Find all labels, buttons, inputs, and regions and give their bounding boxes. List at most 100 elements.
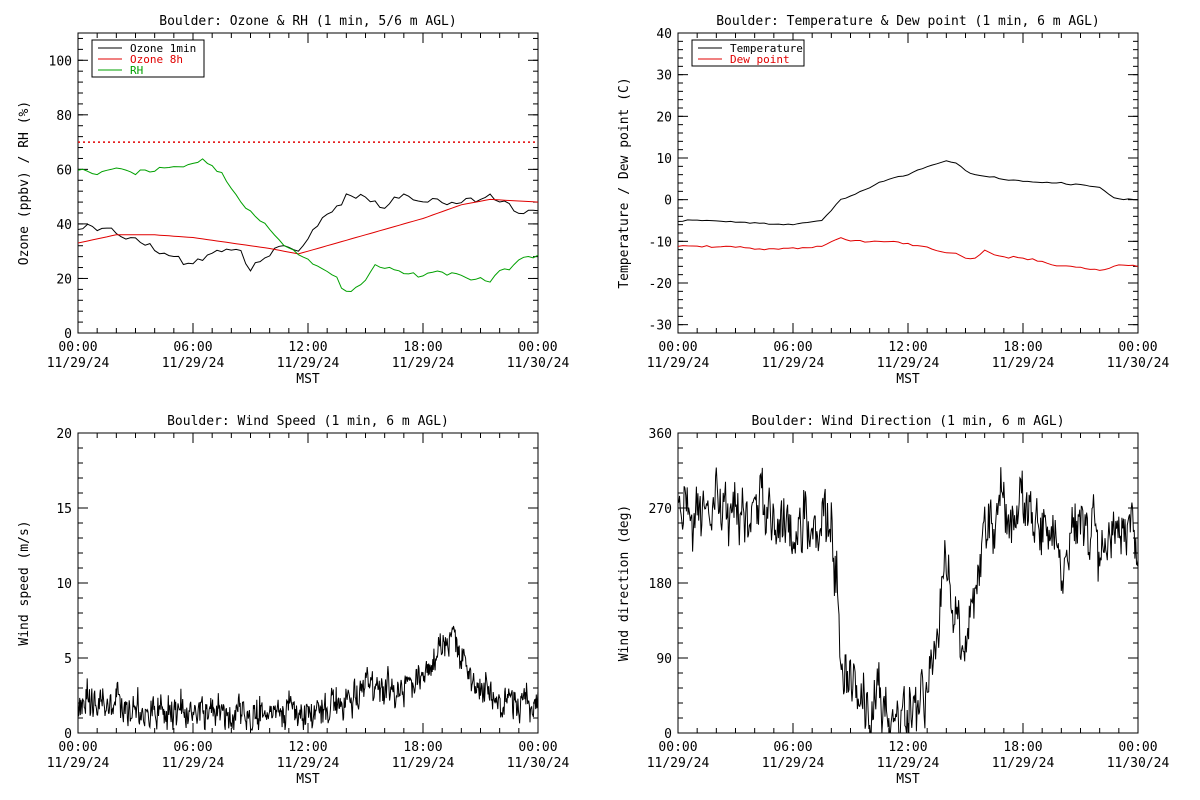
x-tick-time-label: 12:00 bbox=[888, 340, 927, 355]
x-tick-date-label: 11/29/24 bbox=[877, 356, 940, 371]
x-axis-label: MST bbox=[896, 372, 920, 387]
x-tick-time-label: 06:00 bbox=[173, 340, 212, 355]
y-axis-label: Wind speed (m/s) bbox=[17, 520, 32, 645]
legend-entry: Dew point bbox=[730, 53, 790, 66]
x-tick-date-label: 11/29/24 bbox=[47, 356, 110, 371]
y-tick-label: 10 bbox=[656, 152, 672, 167]
y-tick-label: 60 bbox=[56, 163, 72, 178]
plot-frame bbox=[677, 432, 1139, 734]
y-axis-label: Temperature / Dew point (C) bbox=[617, 77, 632, 288]
y-tick-label: 0 bbox=[664, 194, 672, 209]
chart-title: Boulder: Wind Speed (1 min, 6 m AGL) bbox=[167, 414, 449, 429]
y-tick-label: -30 bbox=[649, 319, 672, 334]
x-tick-date-label: 11/29/24 bbox=[647, 356, 710, 371]
x-tick-time-label: 06:00 bbox=[173, 740, 212, 755]
y-tick-label: 20 bbox=[656, 110, 672, 125]
x-tick-time-label: 00:00 bbox=[518, 340, 557, 355]
y-tick-label: 180 bbox=[649, 577, 672, 592]
x-tick-time-label: 00:00 bbox=[658, 340, 697, 355]
legend-entry: Temperature bbox=[730, 42, 803, 55]
x-tick-time-label: 12:00 bbox=[288, 340, 327, 355]
x-tick-time-label: 00:00 bbox=[1118, 740, 1157, 755]
x-tick-time-label: 18:00 bbox=[403, 340, 442, 355]
chart-title: Boulder: Ozone & RH (1 min, 5/6 m AGL) bbox=[159, 14, 456, 29]
x-tick-date-label: 11/29/24 bbox=[762, 756, 825, 771]
x-tick-date-label: 11/29/24 bbox=[647, 756, 710, 771]
x-tick-date-label: 11/30/24 bbox=[1107, 356, 1170, 371]
legend-entry: Ozone 1min bbox=[130, 42, 196, 55]
y-tick-label: 80 bbox=[56, 109, 72, 124]
x-tick-date-label: 11/29/24 bbox=[277, 756, 340, 771]
series-line-ozone-8h bbox=[78, 198, 538, 255]
y-tick-label: 40 bbox=[56, 218, 72, 233]
x-tick-time-label: 06:00 bbox=[773, 740, 812, 755]
x-tick-date-label: 11/29/24 bbox=[877, 756, 940, 771]
x-axis-label: MST bbox=[296, 372, 320, 387]
x-tick-date-label: 11/29/24 bbox=[162, 756, 225, 771]
y-tick-label: 10 bbox=[56, 577, 72, 592]
y-tick-label: 5 bbox=[64, 652, 72, 667]
series-line-ozone-1min bbox=[78, 193, 538, 272]
x-tick-date-label: 11/29/24 bbox=[392, 356, 455, 371]
x-tick-date-label: 11/30/24 bbox=[507, 756, 570, 771]
y-tick-label: 30 bbox=[656, 69, 672, 84]
y-tick-label: 40 bbox=[656, 27, 672, 42]
y-tick-label: 0 bbox=[664, 727, 672, 742]
x-tick-date-label: 11/29/24 bbox=[47, 756, 110, 771]
y-tick-label: 20 bbox=[56, 427, 72, 442]
x-axis-label: MST bbox=[896, 772, 920, 787]
x-tick-time-label: 00:00 bbox=[1118, 340, 1157, 355]
y-tick-label: 0 bbox=[64, 327, 72, 342]
chart-panel-4: Boulder: Wind Direction (1 min, 6 m AGL)… bbox=[617, 414, 1169, 787]
y-tick-label: 270 bbox=[649, 502, 672, 517]
y-axis-label: Ozone (ppbv) / RH (%) bbox=[17, 101, 32, 265]
x-tick-time-label: 00:00 bbox=[58, 740, 97, 755]
y-tick-label: -20 bbox=[649, 277, 672, 292]
chart-panel-3: Boulder: Wind Speed (1 min, 6 m AGL) 0 5 10… bbox=[17, 414, 569, 787]
x-tick-date-label: 11/29/24 bbox=[162, 356, 225, 371]
x-tick-date-label: 11/29/24 bbox=[992, 356, 1055, 371]
series-line-series-1 bbox=[78, 625, 538, 731]
x-tick-date-label: 11/30/24 bbox=[1107, 756, 1170, 771]
y-tick-label: 360 bbox=[649, 427, 672, 442]
x-tick-date-label: 11/29/24 bbox=[392, 756, 455, 771]
x-tick-time-label: 18:00 bbox=[403, 740, 442, 755]
plot-frame bbox=[77, 32, 539, 334]
x-tick-date-label: 11/30/24 bbox=[507, 356, 570, 371]
legend-entry: Ozone 8h bbox=[130, 53, 183, 66]
x-tick-time-label: 00:00 bbox=[518, 740, 557, 755]
plot-frame bbox=[677, 32, 1139, 334]
y-tick-label: 15 bbox=[56, 502, 72, 517]
x-tick-time-label: 12:00 bbox=[288, 740, 327, 755]
x-tick-time-label: 00:00 bbox=[58, 340, 97, 355]
series-line-temperature bbox=[678, 160, 1138, 226]
x-tick-time-label: 12:00 bbox=[888, 740, 927, 755]
x-tick-time-label: 18:00 bbox=[1003, 340, 1042, 355]
y-tick-label: 20 bbox=[56, 272, 72, 287]
y-tick-label: -10 bbox=[649, 235, 672, 250]
legend-box bbox=[691, 39, 805, 67]
x-tick-time-label: 06:00 bbox=[773, 340, 812, 355]
y-tick-label: 90 bbox=[656, 652, 672, 667]
x-tick-date-label: 11/29/24 bbox=[277, 356, 340, 371]
series-line-series-1 bbox=[678, 467, 1138, 733]
series-line-rh bbox=[78, 158, 538, 293]
x-axis-label: MST bbox=[296, 772, 320, 787]
y-tick-label: 0 bbox=[64, 727, 72, 742]
x-tick-date-label: 11/29/24 bbox=[992, 756, 1055, 771]
chart-title: Boulder: Temperature & Dew point (1 min,… bbox=[716, 14, 1100, 29]
x-tick-time-label: 18:00 bbox=[1003, 740, 1042, 755]
y-tick-label: 100 bbox=[49, 54, 72, 69]
x-tick-time-label: 00:00 bbox=[658, 740, 697, 755]
plot-frame bbox=[77, 432, 539, 734]
legend-entry: RH bbox=[130, 64, 143, 77]
y-axis-label: Wind direction (deg) bbox=[617, 505, 632, 662]
series-line-dew-point bbox=[678, 237, 1138, 271]
x-tick-date-label: 11/29/24 bbox=[762, 356, 825, 371]
chart-title: Boulder: Wind Direction (1 min, 6 m AGL) bbox=[751, 414, 1064, 429]
chart-panel-1: Boulder: Ozone & RH (1 min, 5/6 m AGL) 0 2… bbox=[17, 14, 569, 387]
chart-panel-2: Boulder: Temperature & Dew point (1 min,… bbox=[617, 14, 1169, 387]
